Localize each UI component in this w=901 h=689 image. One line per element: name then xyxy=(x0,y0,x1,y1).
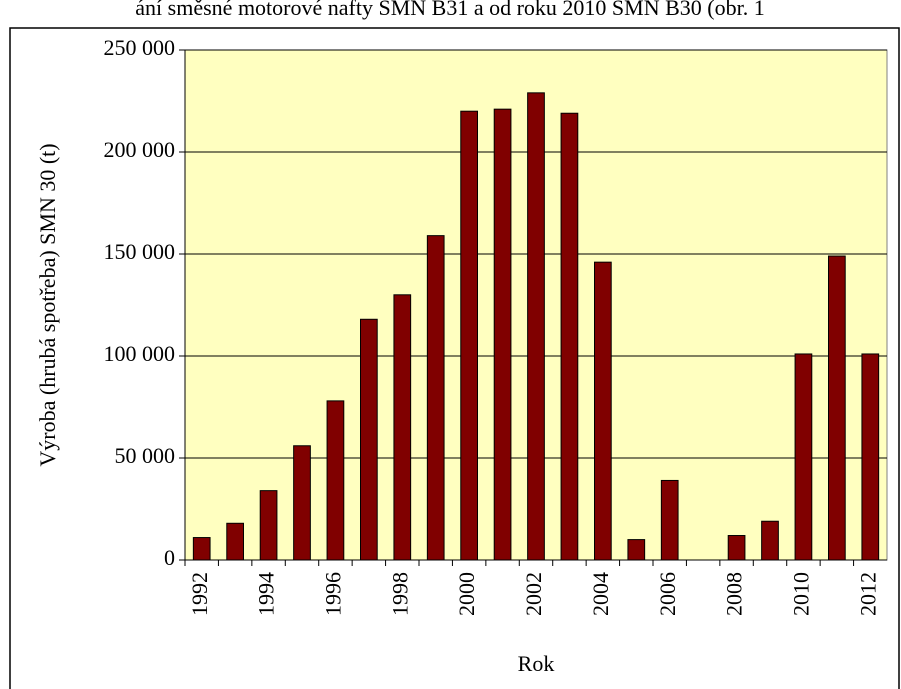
bar xyxy=(460,110,478,561)
x-tick-label: 2010 xyxy=(788,572,813,616)
y-tick-label: 50 000 xyxy=(115,443,176,468)
bar xyxy=(393,294,412,561)
bar xyxy=(360,318,378,561)
y-tick-label: 200 000 xyxy=(104,137,176,162)
x-tick-label: 1998 xyxy=(387,572,412,616)
x-tick-label: 2002 xyxy=(521,572,546,616)
x-tick-label: 2004 xyxy=(588,572,613,616)
y-tick-label: 250 000 xyxy=(104,35,176,60)
x-tick-label: 2008 xyxy=(722,572,747,616)
bar xyxy=(761,520,779,561)
x-tick-label: 1996 xyxy=(320,572,345,616)
bar xyxy=(259,490,278,561)
x-tick-label: 1992 xyxy=(187,572,212,616)
bar xyxy=(627,539,646,561)
x-tick-label: 2012 xyxy=(855,572,880,616)
chart-border xyxy=(9,27,900,689)
y-tick-label: 100 000 xyxy=(104,341,176,366)
bar xyxy=(426,235,445,561)
bar xyxy=(861,353,880,561)
y-tick-label: 150 000 xyxy=(104,239,176,264)
bar xyxy=(326,400,345,561)
y-axis-title: Výroba (hrubá spotřeba) SMN 30 (t) xyxy=(35,143,60,466)
bar xyxy=(192,537,211,561)
bar xyxy=(828,255,846,561)
x-tick-label: 2000 xyxy=(454,572,479,616)
x-tick-label: 1994 xyxy=(254,572,279,616)
bar xyxy=(794,353,813,561)
chart-title: ání směsné motorové nafty SMN B31 a od r… xyxy=(135,0,764,20)
bar xyxy=(226,522,245,561)
bar xyxy=(293,445,311,561)
bar xyxy=(660,479,679,561)
y-tick-label: 0 xyxy=(164,545,175,570)
bar xyxy=(594,261,612,561)
bar xyxy=(560,112,579,561)
x-axis-title: Rok xyxy=(518,651,555,676)
bar xyxy=(527,92,545,561)
bar xyxy=(493,108,512,561)
x-tick-label: 2006 xyxy=(655,572,680,616)
bar xyxy=(727,535,746,561)
